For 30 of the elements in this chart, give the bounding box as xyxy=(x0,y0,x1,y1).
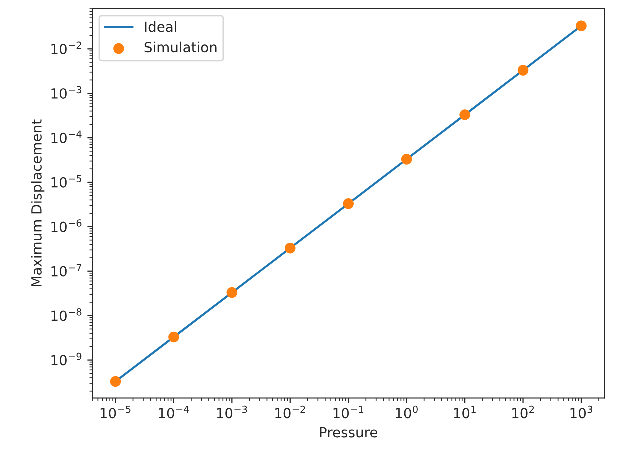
point xyxy=(518,65,529,76)
legend-label: Ideal xyxy=(145,22,176,32)
point xyxy=(110,376,122,388)
x-tick-label: 10$^{2}$ xyxy=(512,406,534,419)
point xyxy=(285,242,296,254)
point xyxy=(168,332,180,343)
x-tick-label: 10$^{−4}$ xyxy=(159,406,190,419)
x-tick-label: 10$^{1}$ xyxy=(454,406,476,419)
legend-label: Simulation xyxy=(144,42,217,53)
x-tick-label: 10$^{0}$ xyxy=(396,406,418,419)
y-tick-label: 10$^{−4}$ xyxy=(52,130,82,144)
x-axis-title: Pressure xyxy=(320,427,378,438)
y-tick-label: 10$^{−6}$ xyxy=(52,220,82,232)
x-tick-label: 10$^{−5}$ xyxy=(100,406,131,419)
point xyxy=(576,20,587,32)
x-tick-label: 10$^{3}$ xyxy=(570,406,592,419)
y-tick-label: 10$^{−3}$ xyxy=(52,86,82,99)
y-tick-label: 10$^{−7}$ xyxy=(52,264,82,277)
point xyxy=(401,154,412,165)
y-tick-label: 10$^{−9}$ xyxy=(52,352,82,366)
y-tick-label: 10$^{−8}$ xyxy=(52,308,82,322)
point xyxy=(460,110,470,120)
x-tick-label: 10$^{−3}$ xyxy=(217,406,248,419)
x-tick-label: 10$^{−1}$ xyxy=(334,406,364,419)
x-tick-label: 10$^{−2}$ xyxy=(276,406,306,419)
point xyxy=(226,287,238,298)
y-axis-title: Maximum Displacement xyxy=(31,120,45,286)
y-tick-label: 10$^{−5}$ xyxy=(52,175,82,188)
y-tick-label: 10$^{−2}$ xyxy=(52,42,82,55)
point xyxy=(343,198,354,210)
